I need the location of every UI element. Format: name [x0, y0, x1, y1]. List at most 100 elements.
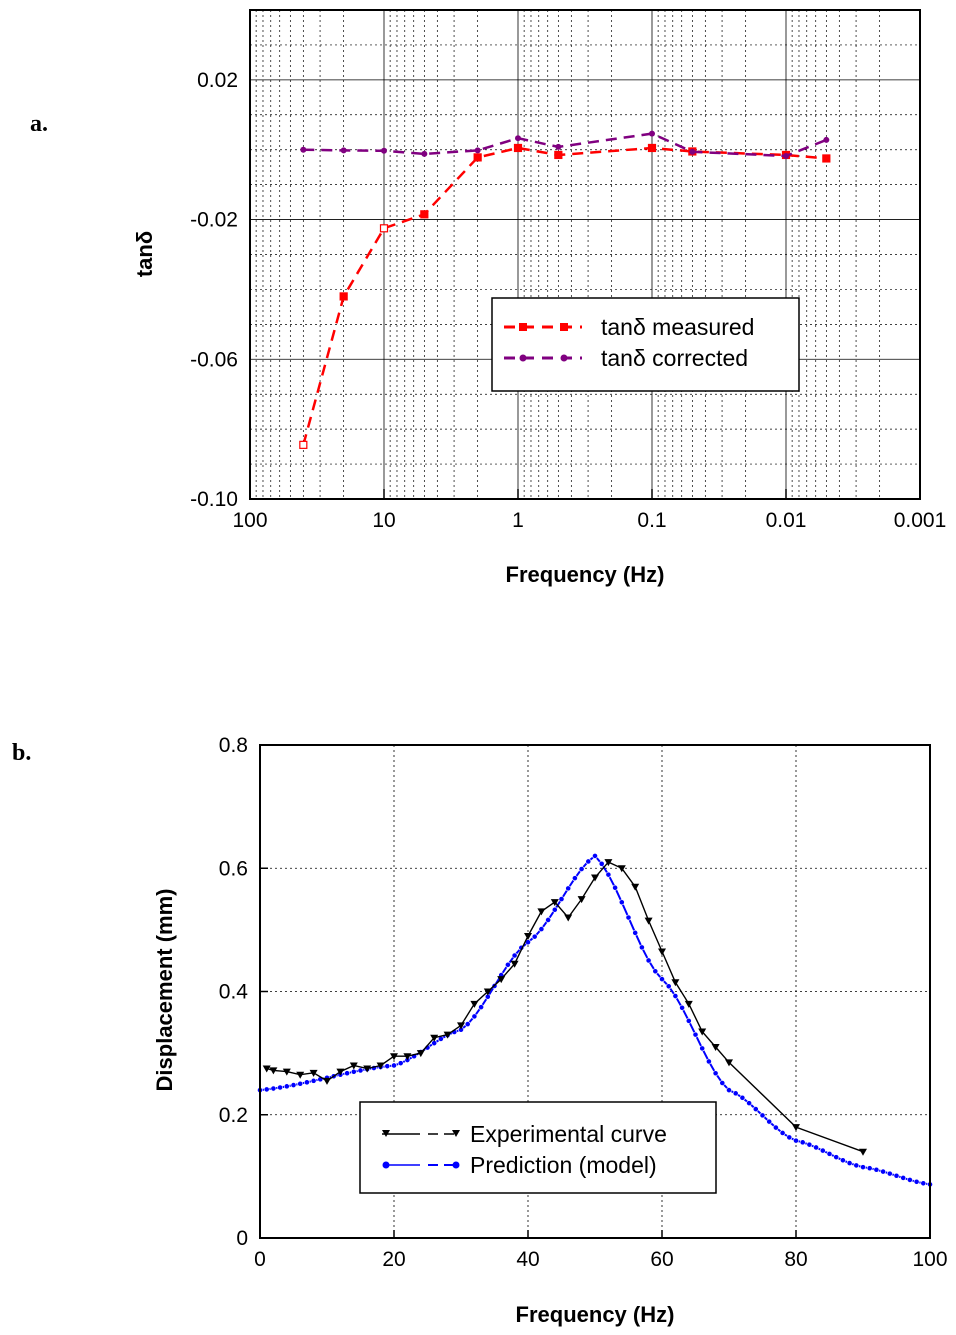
data-point-corrected — [783, 153, 789, 160]
panel-a-frame — [249, 9, 921, 500]
data-point-prediction — [652, 968, 659, 975]
x-tick-label: 20 — [382, 1248, 405, 1271]
panel-a-ticks: 100 10 1 0.1 0.01 0.001 -0.10 -0.06 -0.02 0.02 — [190, 69, 946, 532]
panel-a: a. 100 10 1 0.1 0.01 0.001 -0.10 -0.06 -0.02 0.02… — [30, 9, 946, 587]
data-point-prediction — [813, 1144, 819, 1151]
data-point-prediction — [873, 1166, 880, 1173]
data-point-corrected — [649, 130, 655, 137]
data-point-experimental — [443, 1031, 452, 1039]
data-point-experimental — [282, 1068, 291, 1076]
x-tick-label: 0.001 — [894, 509, 947, 532]
data-point-prediction — [692, 1031, 699, 1038]
data-point-prediction — [880, 1168, 886, 1175]
x-tick-label: 0 — [254, 1248, 266, 1271]
data-point-experimental — [698, 1028, 707, 1036]
data-point-experimental — [309, 1069, 318, 1077]
data-point-prediction — [833, 1154, 840, 1161]
data-point-prediction — [350, 1068, 357, 1075]
panel-b: b. 0 20 40 60 80 100 0 0.2 0.4 0.6 0.8 Frequency (… — [12, 734, 948, 1327]
data-point-corrected — [340, 147, 347, 154]
data-point-prediction — [886, 1170, 893, 1177]
data-point-corrected — [689, 148, 696, 155]
data-point-experimental — [363, 1065, 372, 1073]
data-point-prediction — [478, 1004, 484, 1011]
data-point-prediction — [866, 1165, 873, 1172]
data-point-measured — [420, 210, 429, 219]
data-point-prediction — [270, 1085, 277, 1092]
x-tick-label: 80 — [784, 1248, 807, 1271]
data-point-corrected — [421, 150, 428, 157]
data-point-experimental — [269, 1067, 278, 1075]
data-point-experimental — [510, 960, 519, 968]
panel-a-legend: tanδ measured tanδ corrected — [491, 297, 800, 392]
data-point-prediction — [786, 1134, 793, 1141]
legend-experimental-marker — [382, 1130, 390, 1137]
data-point-experimental — [537, 908, 546, 916]
data-point-experimental — [524, 933, 532, 941]
data-point-prediction — [846, 1160, 853, 1167]
panel-b-y-axis-title: Displacement (mm) — [152, 889, 177, 1092]
data-point-prediction — [645, 957, 652, 964]
data-point-prediction — [545, 917, 551, 923]
data-point-experimental — [684, 1000, 693, 1008]
data-point-measured — [379, 224, 389, 233]
data-point-experimental — [403, 1053, 412, 1061]
data-point-prediction — [605, 871, 612, 878]
data-point-prediction — [297, 1080, 304, 1087]
x-tick-label: 1 — [512, 509, 524, 532]
data-point-prediction — [799, 1139, 806, 1146]
legend-prediction-marker — [382, 1161, 390, 1169]
data-point-prediction — [860, 1164, 866, 1171]
data-point-experimental — [336, 1068, 345, 1076]
data-point-prediction — [283, 1083, 290, 1090]
x-tick-label: 0.1 — [637, 509, 666, 532]
data-point-prediction — [290, 1082, 297, 1088]
panel-a-grid — [249, 9, 921, 500]
data-point-prediction — [344, 1070, 350, 1077]
data-point-prediction — [511, 952, 518, 959]
panel-a-y-axis-title: tanδ — [132, 231, 157, 277]
data-point-measured — [473, 153, 482, 162]
data-point-prediction — [679, 1004, 685, 1011]
data-point-prediction — [900, 1174, 907, 1181]
data-point-prediction — [739, 1094, 746, 1101]
x-tick-label: 10 — [372, 509, 395, 532]
data-point-experimental — [262, 1065, 271, 1073]
data-point-experimental — [725, 1059, 733, 1067]
data-point-prediction — [625, 914, 632, 921]
data-point-prediction — [819, 1147, 826, 1154]
data-point-experimental — [859, 1148, 867, 1156]
data-point-experimental — [296, 1071, 305, 1079]
legend-prediction-label: Prediction (model) — [470, 1152, 657, 1178]
data-point-prediction — [565, 885, 572, 892]
data-point-corrected — [515, 135, 521, 142]
data-point-corrected — [555, 143, 562, 150]
series-line-measured — [302, 146, 827, 446]
panel-a-legend-box — [491, 297, 800, 392]
data-point-prediction — [464, 1021, 471, 1028]
x-tick-label: 100 — [232, 509, 267, 532]
data-point-prediction — [766, 1118, 773, 1125]
data-point-prediction — [672, 993, 679, 999]
data-point-measured — [299, 440, 308, 449]
data-point-prediction — [712, 1070, 719, 1077]
y-tick-label: -0.02 — [190, 209, 238, 232]
data-point-prediction — [391, 1062, 397, 1069]
data-point-prediction — [699, 1045, 706, 1052]
legend-experimental-label: Experimental curve — [470, 1121, 667, 1147]
data-point-prediction — [558, 896, 565, 902]
y-tick-label: 0.02 — [197, 69, 238, 92]
data-point-prediction — [384, 1063, 391, 1070]
data-point-corrected — [823, 136, 830, 143]
panel-b-series — [257, 853, 933, 1188]
legend-corrected-marker — [560, 354, 568, 362]
data-point-experimental — [671, 979, 680, 987]
data-point-prediction — [531, 933, 538, 940]
data-point-prediction — [592, 853, 598, 859]
legend-corrected-label: tanδ corrected — [601, 345, 748, 371]
data-point-prediction — [806, 1141, 813, 1148]
data-point-corrected — [381, 147, 387, 154]
data-point-experimental — [631, 883, 640, 891]
data-point-prediction — [612, 884, 618, 891]
data-point-experimental — [323, 1077, 331, 1085]
